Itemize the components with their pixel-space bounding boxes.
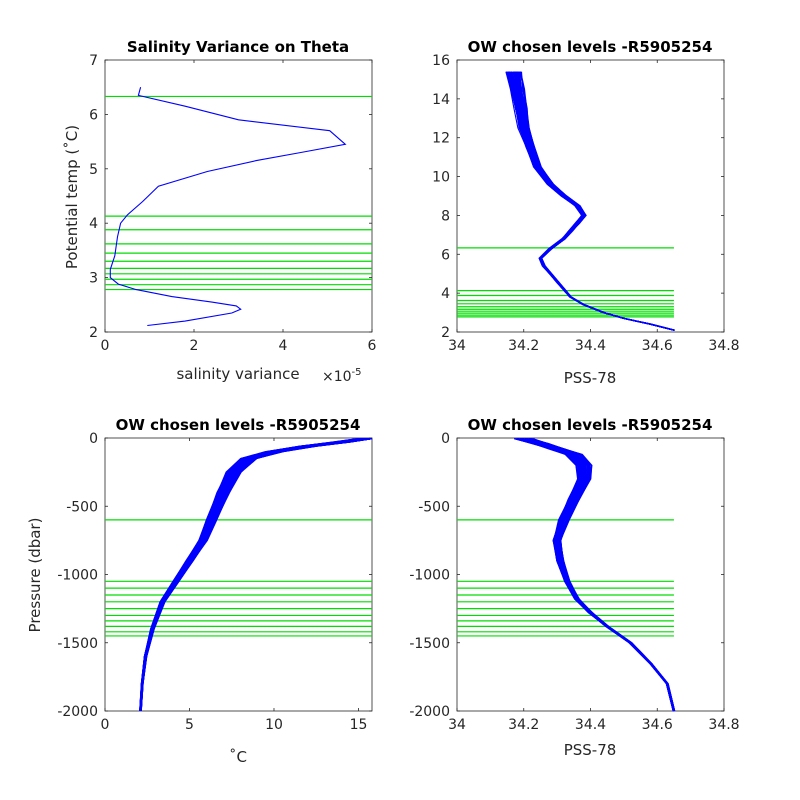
y-tick-label: 4: [441, 286, 450, 302]
x-tick-label: 34.8: [708, 338, 739, 354]
y-tick-label: 8: [441, 208, 450, 224]
profile-line: [139, 438, 367, 712]
x-tick-label: 34.8: [708, 717, 739, 733]
x-tick-label: 4: [279, 338, 288, 354]
x-tick-label: 2: [190, 338, 199, 354]
x-tick-label: 0: [101, 338, 110, 354]
y-tick-label: -2000: [57, 704, 98, 720]
y-tick-label: 2: [89, 325, 98, 341]
axes-frame: [104, 59, 373, 333]
x-axis-label: ˚C: [229, 748, 247, 766]
y-tick-label: 3: [89, 271, 98, 287]
x-axis-label: PSS-78: [564, 369, 617, 387]
y-tick-label: 7: [89, 53, 98, 69]
y-tick-label: -1500: [57, 636, 98, 652]
x-tick-label: 34.4: [575, 717, 606, 733]
y-axis-label: Pressure (dbar): [26, 518, 44, 633]
y-tick-label: -2000: [409, 704, 450, 720]
plot-area: 34 34.2 34.4 34.6 34.8 -2000 -1500 -1000 -500 0: [409, 431, 739, 733]
y-tick-label: 4: [89, 216, 98, 232]
y-tick-label: 0: [89, 431, 98, 447]
y-tick-label: -500: [418, 499, 450, 515]
x-tick-label: 34.6: [642, 338, 673, 354]
x-tick-label: 34.4: [575, 338, 606, 354]
x-tick-label: 6: [368, 338, 377, 354]
panel-title: OW chosen levels -R5905254: [468, 38, 713, 56]
y-tick-label: 14: [432, 92, 450, 108]
profile-line: [524, 438, 675, 712]
x-axis-label: salinity variance: [176, 365, 299, 383]
panel-salinity-pressure: OW chosen levels -R5905254 34 34.2 34.4 34.…: [409, 416, 739, 759]
x-axis-exponent: ×10-5: [322, 367, 362, 385]
x-tick-label: 34.2: [508, 338, 539, 354]
y-tick-label: 12: [432, 131, 450, 147]
tick-marks: [104, 59, 373, 333]
x-tick-label: 15: [350, 717, 368, 733]
x-tick-label: 34.2: [508, 717, 539, 733]
x-tick-label: 34: [448, 717, 466, 733]
tick-marks: [456, 59, 725, 333]
profile-line: [139, 438, 358, 712]
panel-salinity-theta: OW chosen levels -R5905254 34 34.2 34.4 34.…: [432, 38, 739, 387]
y-tick-label: 10: [432, 170, 450, 186]
y-tick-label: 6: [89, 107, 98, 123]
x-tick-label: 34.6: [642, 717, 673, 733]
plot-area: 0 5 10 15 -2000 -1500 -1000 -500 0: [57, 431, 373, 733]
y-axis-label: Potential temp (˚C): [63, 125, 81, 269]
profile-line: [512, 71, 674, 331]
series-line: [109, 87, 347, 327]
y-tick-label: 2: [441, 325, 450, 341]
panel-title: OW chosen levels -R5905254: [468, 416, 713, 434]
x-tick-label: 10: [265, 717, 283, 733]
y-tick-label: 16: [432, 53, 450, 69]
y-tick-label: -500: [66, 499, 98, 515]
panel-temperature-pressure: OW chosen levels -R5905254 0 5 10 15 -2000 -1…: [26, 416, 373, 766]
y-tick-label: 0: [441, 431, 450, 447]
plot-area: 34 34.2 34.4 34.6 34.8 2 4 6 8 10 12 14 16: [432, 53, 739, 354]
profile-line: [140, 438, 372, 712]
x-tick-label: 34: [448, 338, 466, 354]
panel-title: OW chosen levels -R5905254: [116, 416, 361, 434]
y-tick-label: 6: [441, 247, 450, 263]
x-axis-label: PSS-78: [564, 741, 617, 759]
profile-line: [528, 438, 675, 712]
y-tick-label: -1500: [409, 636, 450, 652]
panel-title: Salinity Variance on Theta: [127, 38, 349, 56]
x-tick-label: 5: [185, 717, 194, 733]
x-tick-label: 0: [101, 717, 110, 733]
tick-marks: [456, 437, 725, 712]
y-tick-label: 5: [89, 162, 98, 178]
y-tick-label: -1000: [409, 568, 450, 584]
y-tick-label: -1000: [57, 568, 98, 584]
